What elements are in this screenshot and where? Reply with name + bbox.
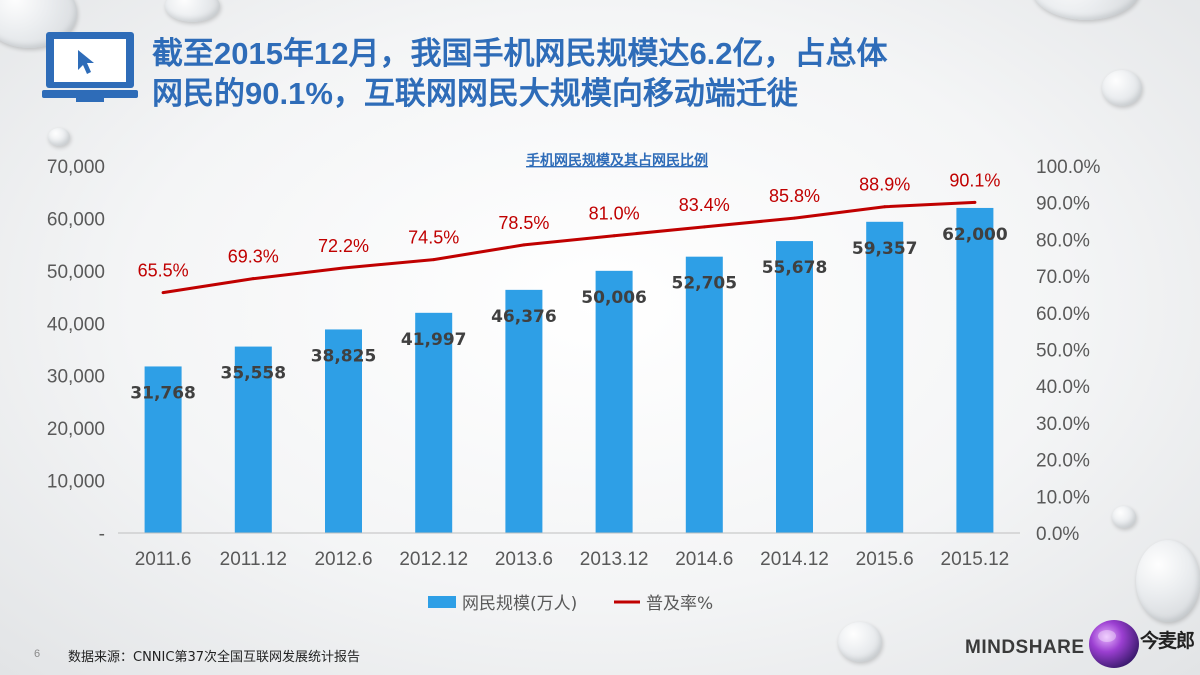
line-value-label: 72.2%	[318, 236, 369, 256]
water-droplet-decoration	[1112, 506, 1136, 528]
line-value-label: 88.9%	[859, 175, 910, 195]
line-data-labels: 65.5% 69.3% 72.2% 74.5% 78.5% 81.0% 83.4% 85.8%…	[138, 170, 1001, 280]
combo-chart: - 10,000 20,000 30,000 40,000 50,000 60,000 70,…	[47, 152, 1101, 614]
bar-value-label: 35,558	[220, 364, 286, 384]
line-value-label: 85.8%	[769, 186, 820, 206]
right-y-tick-label: 100.0%	[1036, 157, 1101, 178]
water-droplet-decoration	[1136, 540, 1200, 622]
water-droplet-decoration	[838, 622, 882, 662]
water-droplet-decoration	[165, 0, 220, 22]
right-y-tick-label: 20.0%	[1036, 451, 1090, 472]
line-value-label: 69.3%	[228, 247, 279, 267]
line-point	[973, 200, 977, 204]
left-y-tick-label: -	[99, 524, 105, 545]
line-point	[612, 234, 616, 238]
x-tick-label: 2012.6	[314, 549, 372, 570]
right-y-tick-label: 50.0%	[1036, 341, 1090, 362]
bar-value-label: 41,997	[401, 330, 467, 350]
x-tick-label: 2015.12	[941, 549, 1010, 570]
bar	[325, 329, 362, 533]
data-source-note: 数据来源：CNNIC第37次全国互联网发展统计报告	[68, 650, 360, 665]
line-point	[251, 277, 255, 281]
legend-line-label: 普及率%	[646, 594, 713, 614]
bar	[234, 346, 272, 533]
page-number: 6	[34, 648, 41, 660]
chart-title: 手机网民规模及其占网民比例	[526, 152, 708, 169]
right-y-tick-label: 60.0%	[1036, 304, 1090, 325]
line-series	[161, 200, 977, 295]
line-point	[522, 243, 526, 247]
bar-value-label: 55,678	[762, 258, 828, 278]
x-tick-label: 2011.6	[135, 549, 192, 570]
x-axis: 2011.6 2011.12 2012.6 2012.12 2013.6 2013.12 2…	[135, 549, 1009, 570]
bar	[505, 289, 543, 533]
line-value-label: 81.0%	[589, 204, 640, 224]
right-y-tick-label: 10.0%	[1036, 487, 1090, 508]
bar	[956, 207, 994, 533]
chart-legend: 网民规模(万人) 普及率%	[428, 594, 713, 614]
right-y-axis: 0.0% 10.0% 20.0% 30.0% 40.0% 50.0% 60.0% 70.0% 8…	[1036, 157, 1101, 545]
right-y-tick-label: 30.0%	[1036, 414, 1090, 435]
bar	[776, 241, 813, 533]
purple-orb-logo-icon	[1089, 620, 1139, 668]
line-value-label: 90.1%	[949, 170, 1000, 190]
line-path	[162, 200, 975, 295]
water-droplet-decoration	[1032, 0, 1140, 20]
line-value-label: 78.5%	[498, 213, 549, 233]
slide-title: 截至2015年12月，我国手机网民规模达6.2亿，占总体 网民的90.1%，互联…	[152, 34, 1032, 114]
line-point	[432, 258, 436, 262]
bar-data-labels: 31,768 35,558 38,825 41,997 46,376 50,006 52,7…	[130, 225, 1008, 404]
line-point	[702, 225, 706, 229]
water-droplet-decoration	[1102, 70, 1142, 106]
right-y-tick-label: 90.0%	[1036, 194, 1090, 215]
bar	[144, 366, 182, 533]
bar	[866, 221, 904, 533]
bar-value-label: 52,705	[671, 274, 737, 294]
bar-value-label: 50,006	[581, 288, 647, 308]
bar-value-label: 62,000	[942, 225, 1008, 245]
x-tick-label: 2013.12	[580, 549, 649, 570]
bar	[595, 270, 633, 533]
x-tick-label: 2013.6	[495, 549, 553, 570]
line-point	[883, 205, 887, 209]
bar	[685, 256, 723, 533]
right-y-tick-label: 40.0%	[1036, 377, 1090, 398]
slide-title-line-2: 网民的90.1%，互联网网民大规模向移动端迁徙	[152, 76, 798, 111]
line-point	[342, 266, 345, 270]
bar-value-label: 59,357	[852, 239, 918, 259]
right-y-tick-label: 80.0%	[1036, 230, 1090, 251]
line-value-label: 74.5%	[408, 228, 459, 248]
legend-bar-label: 网民规模(万人)	[462, 594, 577, 614]
legend-bar-swatch	[428, 596, 456, 608]
x-tick-label: 2012.12	[399, 549, 468, 570]
left-y-tick-label: 30,000	[47, 367, 105, 388]
bar-value-label: 38,825	[311, 346, 377, 366]
x-tick-label: 2014.12	[760, 549, 829, 570]
mindshare-logo: MINDSHARE	[965, 637, 1085, 658]
line-value-label: 83.4%	[679, 195, 730, 215]
right-y-tick-label: 0.0%	[1036, 524, 1079, 545]
left-y-tick-label: 40,000	[47, 314, 105, 335]
left-y-tick-label: 20,000	[47, 419, 105, 440]
line-point	[161, 291, 165, 295]
x-tick-label: 2011.12	[220, 549, 287, 570]
line-point	[793, 216, 796, 220]
computer-monitor-icon	[42, 32, 138, 102]
right-y-tick-label: 70.0%	[1036, 267, 1090, 288]
left-y-tick-label: 60,000	[47, 209, 105, 230]
bar-series	[144, 207, 994, 533]
left-y-axis: - 10,000 20,000 30,000 40,000 50,000 60,000 70,…	[47, 157, 105, 545]
left-y-tick-label: 50,000	[47, 262, 105, 283]
left-y-tick-label: 10,000	[47, 472, 105, 493]
bar	[415, 312, 453, 533]
brand-name-logo: 今麦郎	[1140, 630, 1195, 652]
x-tick-label: 2014.6	[675, 549, 733, 570]
x-tick-label: 2015.6	[856, 549, 914, 570]
bar-value-label: 46,376	[491, 307, 557, 327]
left-y-tick-label: 70,000	[47, 157, 105, 178]
water-droplet-decoration	[48, 128, 70, 146]
line-value-label: 65.5%	[138, 261, 189, 281]
slide-title-line-1: 截至2015年12月，我国手机网民规模达6.2亿，占总体	[152, 36, 888, 71]
bar-value-label: 31,768	[130, 383, 196, 403]
